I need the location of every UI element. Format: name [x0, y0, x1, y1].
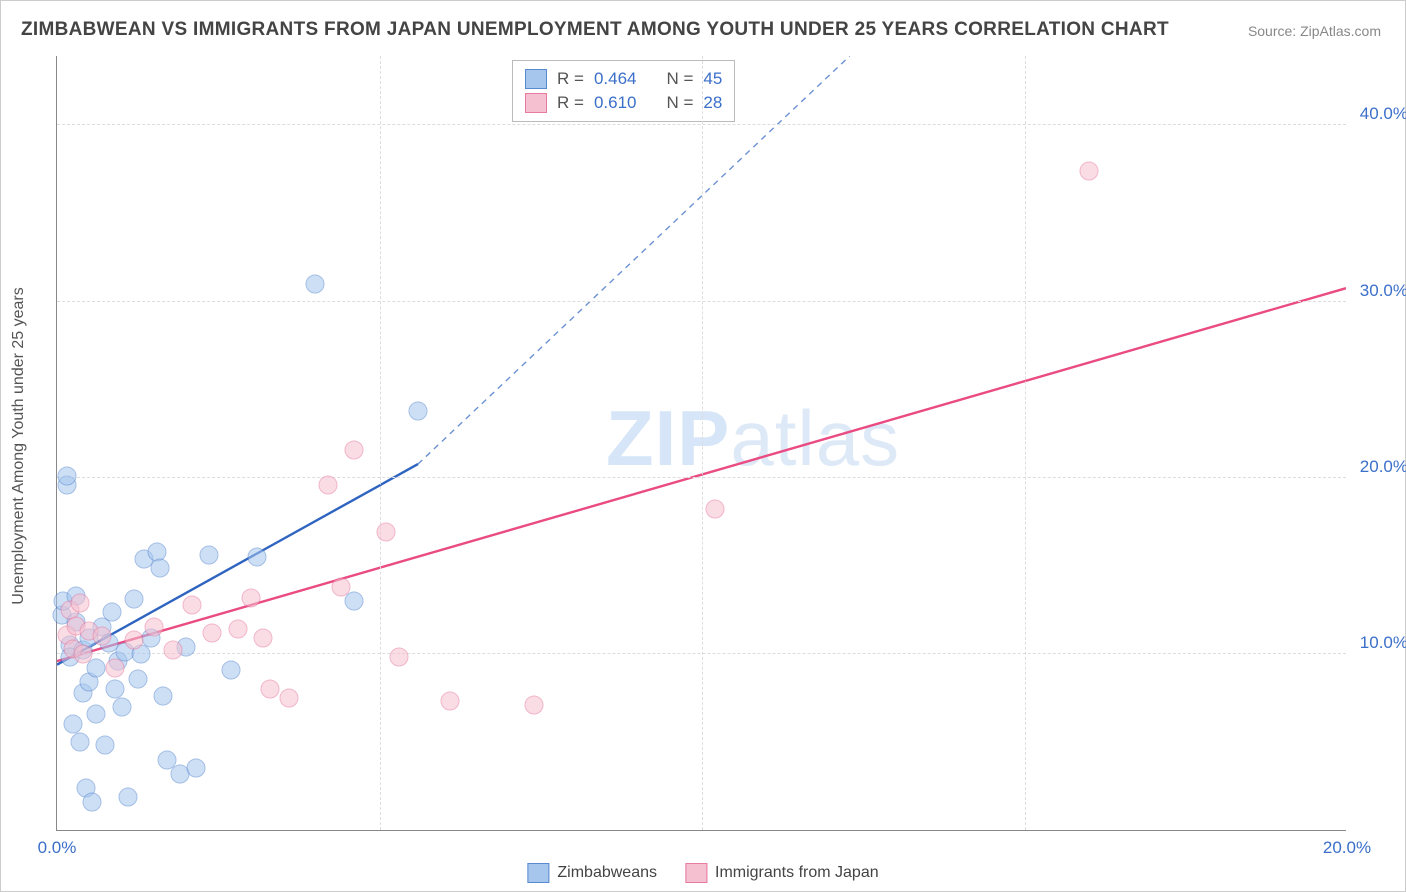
data-point: [106, 680, 125, 699]
legend-label: Immigrants from Japan: [715, 864, 879, 882]
data-point: [125, 590, 144, 609]
legend-swatch: [685, 863, 707, 883]
data-point: [344, 592, 363, 611]
data-point: [222, 660, 241, 679]
legend-item: Immigrants from Japan: [685, 863, 879, 883]
data-point: [73, 644, 92, 663]
plot-area: ZIPatlas R =0.464N =45R =0.610N =28 10.0…: [56, 56, 1346, 831]
data-point: [57, 466, 76, 485]
chart-container: ZIMBABWEAN VS IMMIGRANTS FROM JAPAN UNEM…: [0, 0, 1406, 892]
data-point: [86, 658, 105, 677]
data-point: [125, 630, 144, 649]
data-point: [151, 558, 170, 577]
data-point: [112, 697, 131, 716]
data-point: [96, 736, 115, 755]
data-point: [525, 695, 544, 714]
legend-item: Zimbabweans: [527, 863, 657, 883]
y-tick-label: 30.0%: [1360, 281, 1406, 301]
data-point: [228, 620, 247, 639]
data-point: [70, 732, 89, 751]
watermark-light: atlas: [730, 394, 900, 482]
y-tick-label: 10.0%: [1360, 633, 1406, 653]
n-label: N =: [666, 69, 693, 89]
data-point: [247, 548, 266, 567]
watermark: ZIPatlas: [606, 393, 900, 484]
data-point: [344, 440, 363, 459]
data-point: [86, 704, 105, 723]
data-point: [331, 577, 350, 596]
data-point: [306, 274, 325, 293]
n-value: 28: [703, 93, 722, 113]
chart-title: ZIMBABWEAN VS IMMIGRANTS FROM JAPAN UNEM…: [21, 19, 1169, 41]
watermark-bold: ZIP: [606, 394, 730, 482]
data-point: [186, 759, 205, 778]
data-point: [389, 648, 408, 667]
x-tick-label: 20.0%: [1323, 838, 1371, 858]
data-point: [409, 401, 428, 420]
legend-row: R = 0.464 N = 45: [525, 67, 722, 91]
gridline-vertical: [1025, 56, 1026, 830]
legend-label: Zimbabweans: [557, 864, 657, 882]
y-axis-title: Unemployment Among Youth under 25 years: [10, 287, 28, 605]
data-point: [1080, 162, 1099, 181]
data-point: [144, 618, 163, 637]
data-point: [254, 629, 273, 648]
data-point: [83, 792, 102, 811]
data-point: [154, 687, 173, 706]
data-point: [106, 658, 125, 677]
r-value: 0.464: [594, 69, 637, 89]
y-tick-label: 40.0%: [1360, 104, 1406, 124]
data-point: [164, 641, 183, 660]
x-tick-label: 0.0%: [38, 838, 77, 858]
source-credit: Source: ZipAtlas.com: [1248, 23, 1381, 39]
r-label: R =: [557, 69, 584, 89]
data-point: [260, 680, 279, 699]
gridline-vertical: [702, 56, 703, 830]
legend-swatch: [527, 863, 549, 883]
data-point: [183, 595, 202, 614]
legend-series: Zimbabweans Immigrants from Japan: [527, 863, 878, 883]
n-value: 45: [703, 69, 722, 89]
data-point: [93, 627, 112, 646]
data-point: [118, 787, 137, 806]
data-point: [128, 669, 147, 688]
data-point: [102, 602, 121, 621]
data-point: [280, 688, 299, 707]
data-point: [199, 546, 218, 565]
data-point: [441, 692, 460, 711]
data-point: [241, 588, 260, 607]
data-point: [705, 500, 724, 519]
data-point: [64, 715, 83, 734]
data-point: [318, 475, 337, 494]
data-point: [376, 523, 395, 542]
y-tick-label: 20.0%: [1360, 457, 1406, 477]
r-label: R =: [557, 93, 584, 113]
data-point: [202, 623, 221, 642]
legend-row: R = 0.610 N = 28: [525, 91, 722, 115]
legend-swatch: [525, 93, 547, 113]
data-point: [70, 593, 89, 612]
r-value: 0.610: [594, 93, 637, 113]
gridline-vertical: [380, 56, 381, 830]
legend-swatch: [525, 69, 547, 89]
n-label: N =: [666, 93, 693, 113]
